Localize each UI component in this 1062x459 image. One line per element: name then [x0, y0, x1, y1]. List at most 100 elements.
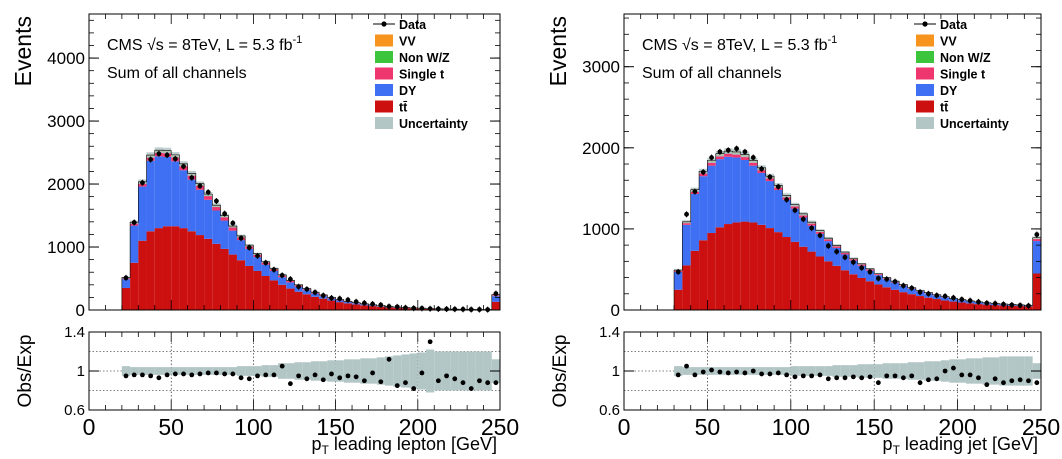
- bar-dy: [121, 279, 131, 288]
- ratio-point: [859, 375, 865, 381]
- bar-tt: [774, 232, 783, 310]
- ratio-uncertainty-band: [824, 366, 833, 376]
- bar-singlet: [807, 223, 816, 226]
- bar-tt: [138, 240, 147, 310]
- bar-tt: [278, 284, 287, 310]
- bar-dy: [261, 264, 270, 276]
- ratio-point: [444, 373, 449, 379]
- ratio-uncertainty-band: [130, 367, 139, 375]
- ratio-uncertainty-band: [253, 366, 262, 376]
- bar-tt: [327, 300, 336, 310]
- bar-tt: [690, 250, 700, 310]
- ratio-point: [759, 371, 765, 377]
- data-point: [884, 276, 890, 282]
- legend-item-dy: DY: [375, 84, 417, 98]
- ratio-point: [197, 371, 203, 377]
- data-point: [460, 306, 466, 312]
- ratio-uncertainty-band: [195, 367, 205, 375]
- ratio-uncertainty-band: [990, 357, 1000, 385]
- bar-dy: [865, 270, 875, 282]
- data-point: [263, 260, 269, 266]
- bar-dy: [740, 159, 750, 222]
- data-point: [951, 295, 956, 301]
- ratio-point: [337, 375, 343, 381]
- data-point: [123, 275, 129, 281]
- x-tick-label: 250: [481, 414, 519, 440]
- ratio-point: [834, 375, 840, 381]
- legend-item-dy: DY: [916, 84, 958, 98]
- main-frame: [623, 13, 1042, 311]
- ratio-point: [353, 374, 359, 380]
- x-axis-label-main: p: [312, 434, 322, 454]
- data-point: [825, 243, 831, 249]
- ratio-uncertainty-band: [757, 367, 766, 375]
- ratio-uncertainty-band: [393, 355, 402, 387]
- ratio-point: [181, 371, 186, 377]
- legend-swatch: [375, 117, 393, 129]
- ratio-uncertainty-band: [957, 359, 966, 383]
- ratio-point: [263, 372, 269, 378]
- data-point: [444, 306, 449, 312]
- ratio-point: [842, 375, 848, 381]
- bar-tt: [261, 275, 270, 310]
- ratio-point: [1034, 380, 1040, 386]
- legend-swatch: [375, 51, 393, 63]
- data-point: [386, 304, 392, 309]
- ratio-point: [1026, 378, 1031, 384]
- bar-tt: [245, 265, 254, 310]
- ratio-uncertainty-band: [840, 365, 850, 377]
- ratio-point: [967, 372, 973, 378]
- bar-tt: [882, 287, 891, 310]
- bar-tt: [749, 222, 758, 310]
- bar-tt: [815, 256, 825, 310]
- ratio-point: [875, 380, 881, 386]
- ratio-uncertainty-band: [882, 363, 891, 379]
- bar-tt: [154, 228, 163, 310]
- ratio-uncertainty-band: [401, 354, 410, 388]
- bar-tt: [865, 281, 875, 310]
- ratio-point: [984, 382, 990, 388]
- ratio-point: [775, 370, 781, 376]
- ratio-uncertainty-band: [890, 363, 900, 379]
- bar-tt: [840, 270, 850, 310]
- bar-dy: [491, 296, 500, 302]
- data-point: [792, 207, 798, 213]
- bar-tt: [195, 235, 205, 310]
- bar-dy: [840, 254, 850, 271]
- bar-tt: [974, 304, 983, 310]
- bar-dy: [765, 181, 775, 229]
- data-point: [205, 189, 211, 195]
- bar-dy: [832, 247, 841, 266]
- data-point: [140, 180, 145, 186]
- ratio-point: [386, 356, 392, 362]
- bar-dy: [278, 277, 287, 285]
- bar-singlet: [707, 162, 716, 166]
- ratio-y-axis-label: Obs/Exp: [550, 335, 571, 408]
- data-point: [164, 152, 170, 158]
- ratio-point: [709, 367, 714, 373]
- ratio-point: [205, 370, 211, 376]
- data-point: [197, 183, 203, 189]
- bar-dy: [130, 225, 139, 263]
- bar-dy: [269, 270, 279, 281]
- bar-dy: [824, 241, 833, 262]
- y-tick-label: 4000: [47, 49, 85, 68]
- ratio-point: [926, 377, 931, 383]
- ratio-point: [238, 375, 244, 381]
- bar-singlet: [228, 227, 237, 231]
- data-point: [917, 289, 923, 295]
- ratio-point: [435, 378, 441, 384]
- data-point: [684, 211, 689, 217]
- bar-tt: [915, 296, 925, 310]
- ratio-uncertainty-band: [924, 361, 933, 381]
- legend-label: Single t: [399, 68, 445, 82]
- bar-tt: [204, 238, 213, 310]
- bar-singlet: [724, 153, 733, 157]
- data-point: [800, 216, 806, 222]
- ratio-y-tick-label: 1: [612, 363, 620, 380]
- bar-singlet: [1032, 239, 1041, 242]
- data-point: [394, 304, 400, 310]
- ratio-point: [452, 376, 458, 382]
- ratio-point: [917, 380, 923, 386]
- bar-tt: [707, 232, 716, 310]
